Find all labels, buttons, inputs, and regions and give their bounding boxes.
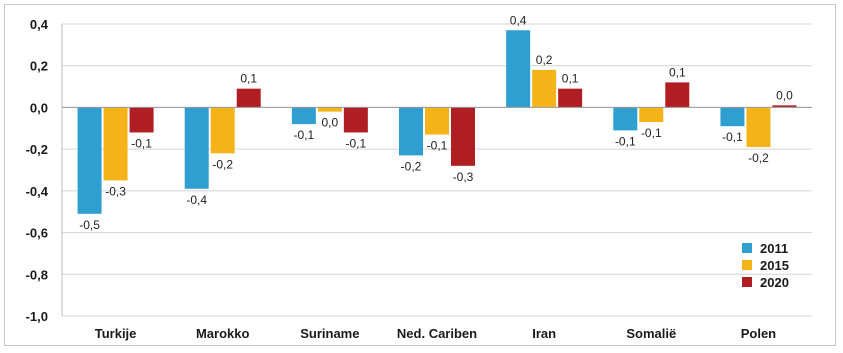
bar-2011 xyxy=(184,107,209,189)
legend-label: 2011 xyxy=(760,241,788,256)
data-label: -0,2 xyxy=(212,157,233,171)
bar-2011 xyxy=(291,107,316,125)
bar-2015 xyxy=(639,107,664,123)
data-label: -0,2 xyxy=(748,151,769,165)
data-label: -0,1 xyxy=(722,130,743,144)
x-tick-label: Ned. Cariben xyxy=(397,326,477,341)
bar-2011 xyxy=(77,107,102,214)
data-label: -0,3 xyxy=(453,170,474,184)
y-tick-label: 0,0 xyxy=(30,100,48,115)
bar-2020 xyxy=(343,107,368,133)
y-tick-label: -0,8 xyxy=(26,267,48,282)
bar-2015 xyxy=(746,107,771,148)
data-label: 0,4 xyxy=(510,13,527,27)
legend-label: 2020 xyxy=(760,275,789,290)
y-tick-label: -0,4 xyxy=(26,184,49,199)
data-label: 0,0 xyxy=(322,116,339,130)
data-label: -0,1 xyxy=(615,134,636,148)
bar-2020 xyxy=(558,88,583,108)
data-label: -0,1 xyxy=(131,136,152,150)
x-tick-label: Marokko xyxy=(196,326,250,341)
bar-2011 xyxy=(399,107,423,156)
data-label: -0,1 xyxy=(427,139,448,153)
bar-2020 xyxy=(129,107,154,133)
bar-2011 xyxy=(720,107,745,127)
data-label: 0,1 xyxy=(562,72,579,86)
data-label: -0,1 xyxy=(641,126,662,140)
x-tick-label: Turkije xyxy=(95,326,137,341)
legend-swatch xyxy=(742,243,752,253)
data-label: 0,2 xyxy=(536,53,553,67)
data-label: 0,1 xyxy=(669,65,686,79)
bar-2020 xyxy=(236,88,261,108)
bar-2015 xyxy=(210,107,235,154)
data-label: -0,4 xyxy=(186,193,207,207)
data-label: -0,5 xyxy=(79,218,100,232)
bar-2020 xyxy=(451,107,475,166)
x-tick-label: Polen xyxy=(741,326,776,341)
data-label: -0,1 xyxy=(294,128,315,142)
bar-2020 xyxy=(772,105,797,108)
data-label: -0,3 xyxy=(105,184,126,198)
data-label: 0,1 xyxy=(240,72,257,86)
legend-swatch xyxy=(742,277,752,287)
data-label: -0,2 xyxy=(401,159,422,173)
data-label: -0,1 xyxy=(346,136,367,150)
y-tick-label: 0,4 xyxy=(30,17,49,32)
bar-2015 xyxy=(317,107,342,112)
x-tick-label: Suriname xyxy=(300,326,359,341)
bar-2015 xyxy=(425,107,449,135)
x-tick-label: Iran xyxy=(532,326,556,341)
x-tick-label: Somaliё xyxy=(626,326,676,341)
y-tick-label: -0,6 xyxy=(26,226,48,241)
bar-2011 xyxy=(613,107,638,131)
data-label: 0,0 xyxy=(776,88,793,102)
bar-2020 xyxy=(665,82,690,108)
legend-swatch xyxy=(742,260,752,270)
bar-2015 xyxy=(532,69,557,108)
y-tick-label: 0,2 xyxy=(30,59,48,74)
legend-label: 2015 xyxy=(760,258,789,273)
y-tick-label: -0,2 xyxy=(26,142,48,157)
chart-frame xyxy=(4,4,836,346)
y-tick-label: -1,0 xyxy=(26,309,48,324)
bar-2011 xyxy=(506,30,531,108)
bar-2015 xyxy=(103,107,128,181)
